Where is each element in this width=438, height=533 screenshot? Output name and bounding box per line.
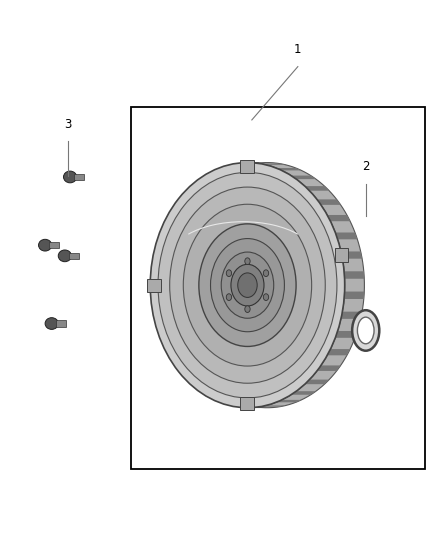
Polygon shape <box>261 406 286 407</box>
Bar <box>131 107 425 469</box>
Polygon shape <box>276 400 302 402</box>
Polygon shape <box>344 292 364 299</box>
Polygon shape <box>317 366 341 371</box>
Text: 3: 3 <box>64 118 71 131</box>
Ellipse shape <box>199 224 296 346</box>
Ellipse shape <box>231 264 264 306</box>
Ellipse shape <box>263 270 268 277</box>
Polygon shape <box>327 349 350 356</box>
Bar <box>69 253 79 259</box>
Polygon shape <box>241 163 364 408</box>
Polygon shape <box>335 232 357 239</box>
Polygon shape <box>341 252 362 259</box>
Ellipse shape <box>245 258 250 264</box>
Ellipse shape <box>238 273 257 297</box>
Ellipse shape <box>226 270 232 277</box>
Polygon shape <box>291 391 316 395</box>
Ellipse shape <box>245 306 250 312</box>
Bar <box>49 242 59 248</box>
Polygon shape <box>335 331 357 338</box>
Bar <box>56 320 66 327</box>
Ellipse shape <box>226 294 232 301</box>
Polygon shape <box>305 186 329 191</box>
Ellipse shape <box>211 239 284 332</box>
Polygon shape <box>276 168 302 171</box>
Ellipse shape <box>45 318 58 329</box>
Ellipse shape <box>183 204 312 366</box>
Text: 2: 2 <box>362 160 370 173</box>
Ellipse shape <box>58 250 71 262</box>
Polygon shape <box>327 215 350 221</box>
Ellipse shape <box>357 317 374 344</box>
Polygon shape <box>291 175 316 179</box>
Ellipse shape <box>150 163 345 408</box>
Polygon shape <box>261 164 286 165</box>
FancyBboxPatch shape <box>240 397 254 410</box>
Ellipse shape <box>352 310 379 351</box>
FancyBboxPatch shape <box>240 160 254 173</box>
Ellipse shape <box>39 239 52 251</box>
Ellipse shape <box>170 187 325 383</box>
FancyBboxPatch shape <box>147 279 161 292</box>
Polygon shape <box>341 312 362 319</box>
Polygon shape <box>305 379 329 384</box>
Polygon shape <box>317 199 341 205</box>
Bar <box>74 174 84 180</box>
Ellipse shape <box>64 171 77 183</box>
Ellipse shape <box>158 172 337 398</box>
FancyBboxPatch shape <box>335 248 348 262</box>
Polygon shape <box>344 271 364 279</box>
Ellipse shape <box>263 294 268 301</box>
Text: 1: 1 <box>294 43 302 56</box>
Ellipse shape <box>221 252 274 318</box>
